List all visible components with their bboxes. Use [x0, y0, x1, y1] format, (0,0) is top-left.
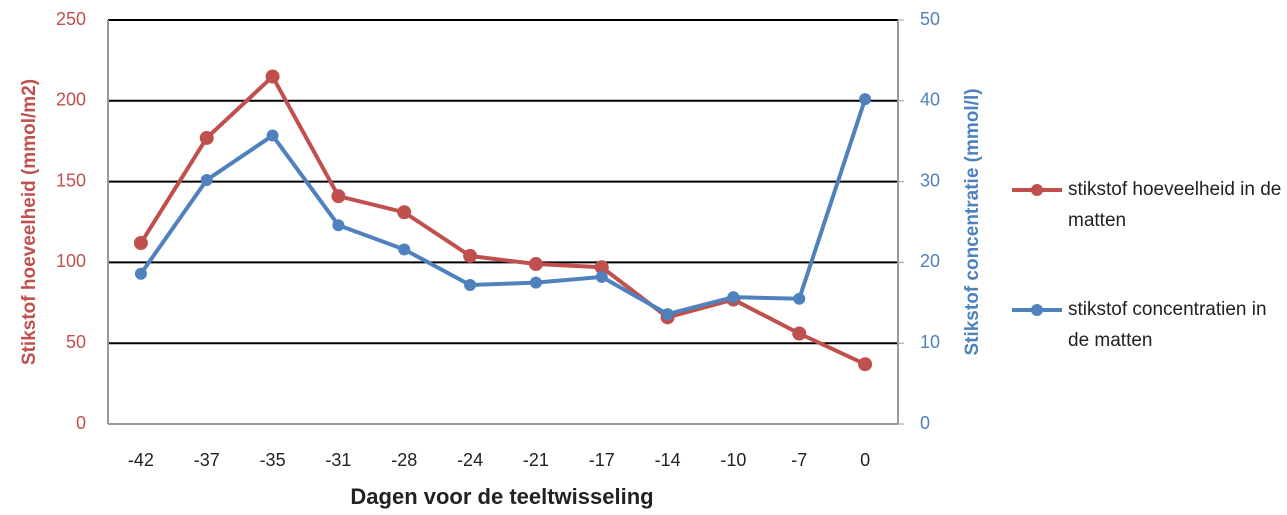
x-axis-title: Dagen voor de teeltwisseling: [350, 484, 653, 509]
x-tick-label: -21: [523, 450, 549, 470]
y2-tick-label: 50: [920, 9, 940, 29]
data-point: [397, 205, 412, 220]
data-point: [858, 357, 873, 372]
data-point: [199, 130, 214, 145]
data-point: [266, 129, 279, 142]
data-point: [265, 69, 280, 84]
y2-tick-label: 40: [920, 90, 940, 110]
y2-tick-label: 30: [920, 170, 940, 190]
data-point: [594, 260, 609, 275]
legend-label: stikstof hoeveelheid in de matten: [1068, 179, 1282, 231]
series-line: [139, 98, 867, 317]
y-tick-label: 100: [56, 251, 86, 271]
data-point: [200, 173, 213, 186]
data-point: [331, 189, 346, 204]
y2-tick-label: 0: [920, 413, 930, 433]
data-point: [595, 270, 608, 283]
x-tick-label: -24: [457, 450, 483, 470]
y-tick-label: 0: [76, 413, 86, 433]
data-point: [793, 292, 806, 305]
data-point: [398, 243, 411, 256]
x-tick-label: -7: [791, 450, 807, 470]
x-tick-label: -14: [655, 450, 681, 470]
legend-marker: [1031, 304, 1043, 316]
data-point: [859, 93, 872, 106]
x-tick-label: -37: [194, 450, 220, 470]
y2-tick-label: 10: [920, 332, 940, 352]
data-point: [332, 219, 345, 232]
data-point: [133, 236, 148, 251]
x-tick-label: -28: [391, 450, 417, 470]
y-axis-title: Stikstof hoeveelheid (mmol/m2): [19, 79, 40, 365]
series-line: [139, 73, 866, 367]
data-point: [134, 267, 147, 280]
data-point: [661, 308, 674, 321]
y-tick-label: 250: [56, 9, 86, 29]
data-point: [463, 248, 478, 263]
y-tick-label: 150: [56, 170, 86, 190]
x-tick-label: -42: [128, 450, 154, 470]
legend-label: stikstof concentratien in de matten: [1068, 299, 1267, 351]
y2-tick-label: 20: [920, 251, 940, 271]
x-tick-label: -17: [589, 450, 615, 470]
x-tick-label: 0: [860, 450, 870, 470]
data-point: [529, 276, 542, 289]
data-point: [792, 326, 807, 341]
y-tick-label: 200: [56, 90, 86, 110]
x-tick-label: -31: [325, 450, 351, 470]
legend-marker: [1031, 184, 1043, 196]
y-tick-label: 50: [66, 332, 86, 352]
data-point: [727, 291, 740, 304]
x-tick-label: -10: [720, 450, 746, 470]
data-point: [464, 279, 477, 292]
data-point: [528, 257, 543, 272]
x-tick-label: -35: [260, 450, 286, 470]
y2-axis-title: Stikstof concentratie (mmol/l): [962, 88, 983, 355]
